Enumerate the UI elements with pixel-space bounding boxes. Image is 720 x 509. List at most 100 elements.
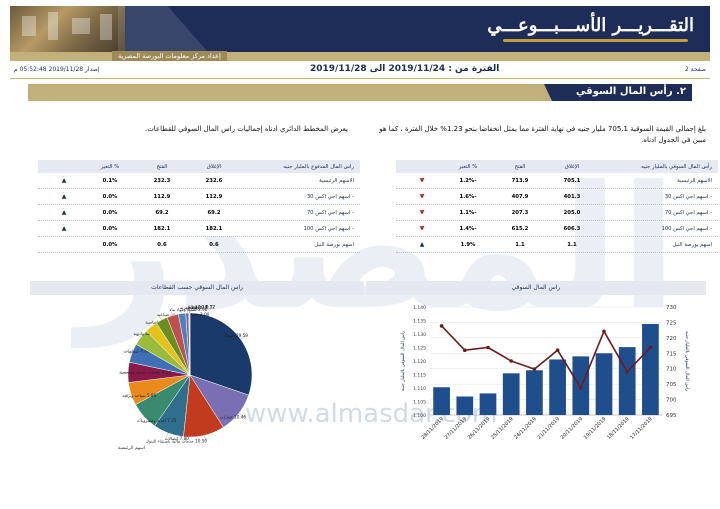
- pie-legend-label: اسهم الرئيسية: [118, 446, 145, 451]
- pie-leader-line: [146, 321, 152, 327]
- row-name: - اسهم اجي اكس 70: [306, 209, 354, 216]
- title-underline: [503, 39, 688, 42]
- pie-label: 2.96 تشييد ومواد بناء: [169, 307, 207, 312]
- y-tick-label-left: 1.125: [413, 346, 426, 352]
- chart-bar: [642, 323, 659, 415]
- close-value: 401.3: [563, 193, 581, 200]
- down-arrow-icon: ▼: [419, 193, 425, 200]
- y-tick-label-right: 730: [666, 305, 677, 311]
- pie-label: 7.25 اغذية ومشروبات: [137, 418, 177, 423]
- chart-line-point: [463, 348, 467, 352]
- open-value: 112.9: [153, 193, 171, 200]
- pie-label: 7.80 اتصالات: [165, 436, 190, 441]
- report-period: الفترة من : 2019/11/24 الى 2019/11/28: [310, 64, 500, 74]
- y-tick-label-left: 1.120: [413, 359, 426, 365]
- y-tick-label-left: 1.100: [413, 413, 426, 419]
- table-row: - اسهم اجي اكس 100 182.1 182.1 0.0% ▲: [38, 221, 360, 237]
- chart-bar: [433, 387, 450, 415]
- pie-leader-line: [170, 309, 173, 316]
- y-tick-label-left: 1.115: [413, 373, 426, 379]
- x-tick-label: 17/11/2019: [629, 416, 654, 441]
- col-header: الفتح: [514, 163, 526, 170]
- change-value: -1.2%: [459, 177, 477, 184]
- y-tick-label-right: 705: [666, 382, 677, 388]
- up-arrow-icon: ▲: [61, 225, 67, 232]
- market-cap-table: رأس المال السوقي بالمليار جنيه الإغلاق ا…: [396, 160, 718, 253]
- sectors-paragraph: يعرض المخطط الدائري ادناه إجماليات راس ا…: [144, 125, 348, 133]
- info-row: إصدار 2019/11/28 05:52:48 م الفترة من : …: [10, 63, 710, 77]
- close-value: 182.1: [205, 225, 223, 232]
- table-row: - اسهم اجي اكس 70 69.2 69.2 0.0% ▲: [38, 205, 360, 221]
- table-row: اسهم بورصة النيل 0.6 0.6 0.0%: [38, 237, 360, 253]
- pie-leader-line: [124, 350, 133, 354]
- table-row: الاسهم الرئيسية 232.6 232.3 0.1% ▲: [38, 173, 360, 189]
- y-axis-label-left: راس المال السوقي بالمليار جنيه: [401, 331, 406, 391]
- chart-bar: [526, 370, 543, 415]
- pie-leader-line: [123, 393, 131, 396]
- row-name: الاسهم الرئيسية: [319, 177, 354, 184]
- chart-bar: [456, 396, 474, 415]
- table-row: - اسهم اجي اكس 30 401.3 407.9 -1.6% ▼: [396, 189, 718, 205]
- open-value: 207.3: [511, 209, 529, 216]
- pie-label: 0.12 تكنولوجيا: [189, 305, 215, 310]
- pie-leader-line: [134, 333, 141, 338]
- close-value: 1.1: [567, 241, 577, 248]
- pie-label: 4.82 كيماويات: [124, 348, 150, 353]
- chart-bar: [549, 359, 566, 415]
- chart-line: [441, 325, 651, 390]
- page-number: صفحة 2: [685, 66, 706, 73]
- open-value: 407.9: [511, 193, 529, 200]
- pie-leader-line: [157, 314, 162, 320]
- x-tick-label: 26/11/2019: [467, 416, 492, 441]
- open-value: 713.9: [511, 177, 529, 184]
- x-tick-label: 28/11/2019: [420, 416, 445, 441]
- y-tick-label-left: 1.105: [413, 400, 426, 406]
- col-header: الإغلاق: [206, 163, 222, 170]
- col-header: راس المال المدفوع بالمليار جنيه: [283, 163, 354, 170]
- close-value: 0.6: [209, 241, 219, 248]
- pie-label: 1.87 تجزئة: [180, 305, 201, 310]
- issue-date: إصدار 2019/11/28 05:52:48 م: [14, 66, 100, 73]
- close-value: 232.6: [205, 177, 223, 184]
- table-row: - اسهم اجي اكس 70 205.0 207.3 -1.1% ▼: [396, 205, 718, 221]
- up-arrow-icon: ▲: [419, 241, 425, 248]
- y-tick-label-left: 1.130: [413, 332, 426, 338]
- chart-bar: [502, 373, 520, 415]
- pie-leader-line: [180, 307, 183, 314]
- open-value: 0.6: [157, 241, 167, 248]
- sectors-chart-title: راس المال السوقي حسب القطاعات: [30, 281, 364, 295]
- open-value: 182.1: [153, 225, 171, 232]
- pie-leader-line: [137, 416, 144, 421]
- change-value: 0.0%: [102, 209, 118, 216]
- col-header: الإغلاق: [564, 163, 580, 170]
- section-title: ٢. رأس المال السوقي: [576, 86, 686, 97]
- market-cap-chart-title: راس المال السوقي: [366, 281, 706, 295]
- up-arrow-icon: ▲: [61, 209, 67, 216]
- x-tick-label: 19/11/2019: [583, 416, 608, 441]
- change-value: -1.1%: [459, 209, 477, 216]
- y-tick-label-left: 1.135: [413, 319, 426, 325]
- chart-line-point: [625, 370, 629, 374]
- open-value: 232.3: [153, 177, 171, 184]
- info-divider: [10, 78, 710, 79]
- row-name: - اسهم اجي اكس 70: [664, 209, 712, 216]
- change-value: -1.4%: [459, 225, 477, 232]
- sectors-pie-chart: 29.59 البنوك 10.46 عقارات 10.50 خدمات مالي…: [118, 305, 253, 451]
- chart-line-point: [555, 348, 560, 352]
- row-name: الاسهم الرئيسية: [677, 177, 712, 184]
- table-header: رأس المال السوقي بالمليار جنيه الإغلاق ا…: [396, 160, 718, 173]
- close-value: 606.3: [563, 225, 581, 232]
- pie-leader-line: [204, 435, 207, 442]
- up-arrow-icon: ▲: [61, 193, 67, 200]
- open-value: 1.1: [515, 241, 525, 248]
- chart-line-point: [532, 367, 537, 371]
- y-tick-label-right: 695: [666, 413, 677, 419]
- pie-label: 0.77 غاز وبترول: [186, 305, 216, 310]
- pie-label: 5.86 سياحة وترفيه: [122, 393, 156, 398]
- close-value: 705.1: [563, 177, 581, 184]
- table-row: - اسهم اجي اكس 100 606.3 615.2 -1.4% ▼: [396, 221, 718, 237]
- up-arrow-icon: ▲: [61, 177, 67, 184]
- table-header: راس المال المدفوع بالمليار جنيه الإغلاق …: [38, 160, 360, 173]
- y-tick-label-left: 1.140: [413, 305, 426, 311]
- pie-label: 10.46 عقارات: [220, 415, 247, 420]
